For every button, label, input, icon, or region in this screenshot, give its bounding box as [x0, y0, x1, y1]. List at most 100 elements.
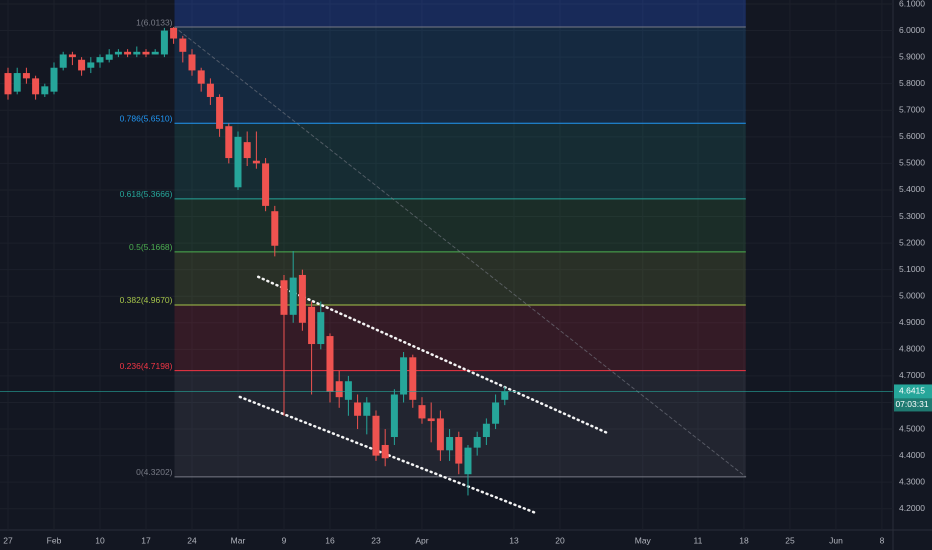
fib-top-band	[174, 0, 746, 28]
fib-band	[174, 251, 746, 305]
y-tick-label: 4.2000	[899, 503, 925, 513]
y-tick-label: 5.4000	[899, 184, 925, 194]
candle-body	[473, 437, 481, 448]
candle-body	[400, 357, 408, 395]
price-tag-label: 4.6415	[899, 386, 925, 396]
candle-body	[289, 277, 297, 315]
candle-body	[308, 306, 316, 345]
candle-body	[446, 437, 454, 451]
candle-body	[179, 38, 187, 52]
candle-body	[262, 163, 270, 206]
trendline	[174, 26, 747, 478]
candle-body	[50, 67, 58, 92]
candle-body	[418, 405, 426, 419]
candle-body	[326, 336, 334, 392]
candle-body	[188, 54, 196, 71]
x-tick-label: Mar	[231, 535, 246, 545]
candle-body	[455, 437, 463, 464]
candle-body	[252, 160, 260, 164]
x-tick-label: 25	[785, 535, 795, 545]
candle-body	[170, 27, 178, 39]
x-tick-label: 8	[880, 535, 885, 545]
candle-body	[344, 381, 352, 400]
candle-body	[354, 402, 362, 416]
candle-body	[41, 86, 49, 95]
x-tick-label: 11	[694, 535, 703, 545]
fib-label: 0.618(5.3666)	[120, 189, 173, 199]
x-tick-label: Apr	[415, 535, 428, 545]
y-tick-label: 6.1000	[899, 0, 925, 8]
candle-body	[197, 70, 205, 84]
candle-body	[78, 59, 86, 71]
y-tick-label: 5.8000	[899, 78, 925, 88]
candle-body	[59, 54, 67, 68]
candle-body	[501, 391, 509, 400]
fib-label: 0(4.3202)	[136, 467, 173, 477]
candle-body	[13, 73, 21, 92]
candle-body	[492, 402, 500, 424]
y-tick-label: 5.1000	[899, 264, 925, 274]
candle-body	[225, 126, 233, 159]
fib-label: 0.5(5.1668)	[129, 242, 173, 252]
fib-band	[174, 304, 746, 371]
y-tick-label: 6.0000	[899, 25, 925, 35]
x-tick-label: 24	[187, 535, 197, 545]
countdown-tag	[894, 398, 932, 412]
countdown-label: 07:03:31	[895, 399, 928, 409]
y-tick-label: 5.0000	[899, 290, 925, 300]
x-tick-label: Jun	[829, 535, 843, 545]
candle-body	[206, 83, 214, 97]
fib-label: 0.382(4.9670)	[120, 295, 173, 305]
fib-band	[174, 123, 746, 199]
candle-body	[4, 73, 12, 95]
x-tick-label: 17	[141, 535, 151, 545]
y-tick-label: 5.2000	[899, 237, 925, 247]
y-tick-label: 5.7000	[899, 105, 925, 115]
x-tick-label: 23	[371, 535, 381, 545]
y-tick-label: 4.8000	[899, 344, 925, 354]
fib-band	[174, 198, 746, 252]
x-tick-label: Feb	[47, 535, 62, 545]
y-tick-label: 4.4000	[899, 450, 925, 460]
y-tick-label: 4.5000	[899, 423, 925, 433]
x-tick-label: 9	[282, 535, 287, 545]
x-tick-label: 18	[739, 535, 749, 545]
candle-body	[234, 136, 242, 188]
fib-label: 1(6.0133)	[136, 17, 173, 27]
y-tick-label: 4.7000	[899, 370, 925, 380]
candle-body	[271, 211, 279, 246]
candle-body	[372, 415, 380, 456]
candle-body	[436, 418, 444, 451]
candle-body	[114, 51, 122, 55]
y-tick-label: 5.3000	[899, 211, 925, 221]
candle-body	[68, 54, 76, 58]
x-tick-label: 10	[95, 535, 105, 545]
x-tick-label: 20	[555, 535, 565, 545]
candle-body	[22, 73, 30, 79]
fib-label: 0.786(5.6510)	[120, 114, 173, 124]
candle-body	[280, 280, 288, 315]
candle-body	[427, 418, 435, 422]
x-tick-label: 13	[509, 535, 519, 545]
candle-body	[482, 423, 490, 438]
x-tick-label: 27	[3, 535, 13, 545]
trendline	[256, 275, 609, 435]
x-tick-label: 16	[325, 535, 335, 545]
y-tick-label: 5.5000	[899, 158, 925, 168]
candle-body	[87, 62, 95, 68]
y-tick-label: 5.6000	[899, 131, 925, 141]
candle-body	[409, 357, 417, 400]
price-tag	[894, 384, 932, 399]
candle-body	[216, 96, 224, 129]
candle-body	[298, 274, 306, 323]
candle-body	[381, 444, 389, 459]
candle-body	[151, 51, 159, 55]
fib-label: 0.236(4.7198)	[120, 361, 173, 371]
y-tick-label: 5.9000	[899, 51, 925, 61]
trendline	[238, 395, 537, 514]
candle-body	[335, 381, 343, 398]
fib-band	[174, 27, 746, 124]
candle-body	[317, 312, 325, 345]
